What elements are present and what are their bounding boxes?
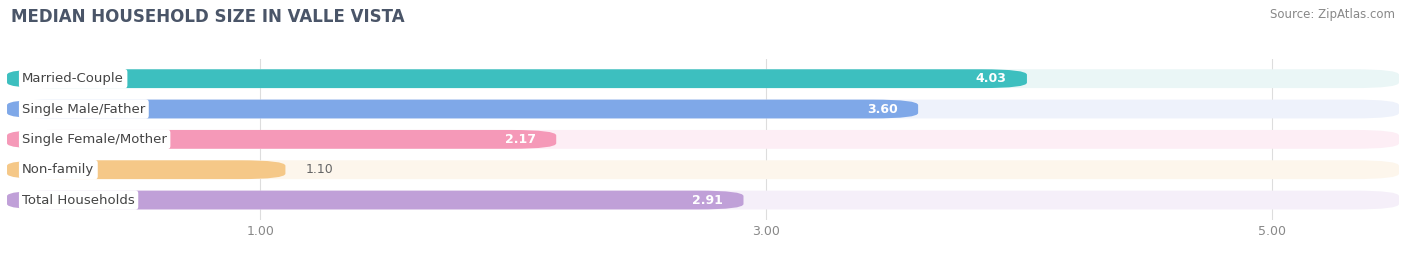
Text: Single Female/Mother: Single Female/Mother (22, 133, 167, 146)
FancyBboxPatch shape (7, 160, 1399, 179)
FancyBboxPatch shape (7, 100, 1399, 118)
FancyBboxPatch shape (7, 160, 285, 179)
Text: Single Male/Father: Single Male/Father (22, 103, 145, 116)
Text: Source: ZipAtlas.com: Source: ZipAtlas.com (1270, 8, 1395, 21)
FancyBboxPatch shape (7, 69, 1026, 88)
Text: 4.03: 4.03 (976, 72, 1007, 85)
FancyBboxPatch shape (7, 130, 1399, 149)
Text: Married-Couple: Married-Couple (22, 72, 124, 85)
Text: 1.10: 1.10 (305, 163, 333, 176)
Text: MEDIAN HOUSEHOLD SIZE IN VALLE VISTA: MEDIAN HOUSEHOLD SIZE IN VALLE VISTA (11, 8, 405, 26)
Text: Non-family: Non-family (22, 163, 94, 176)
FancyBboxPatch shape (7, 130, 557, 149)
Text: Total Households: Total Households (22, 193, 135, 207)
Text: 3.60: 3.60 (868, 103, 898, 116)
FancyBboxPatch shape (7, 191, 744, 210)
FancyBboxPatch shape (7, 191, 1399, 210)
FancyBboxPatch shape (7, 69, 1399, 88)
Text: 2.17: 2.17 (505, 133, 536, 146)
Text: 2.91: 2.91 (692, 193, 723, 207)
FancyBboxPatch shape (7, 100, 918, 118)
